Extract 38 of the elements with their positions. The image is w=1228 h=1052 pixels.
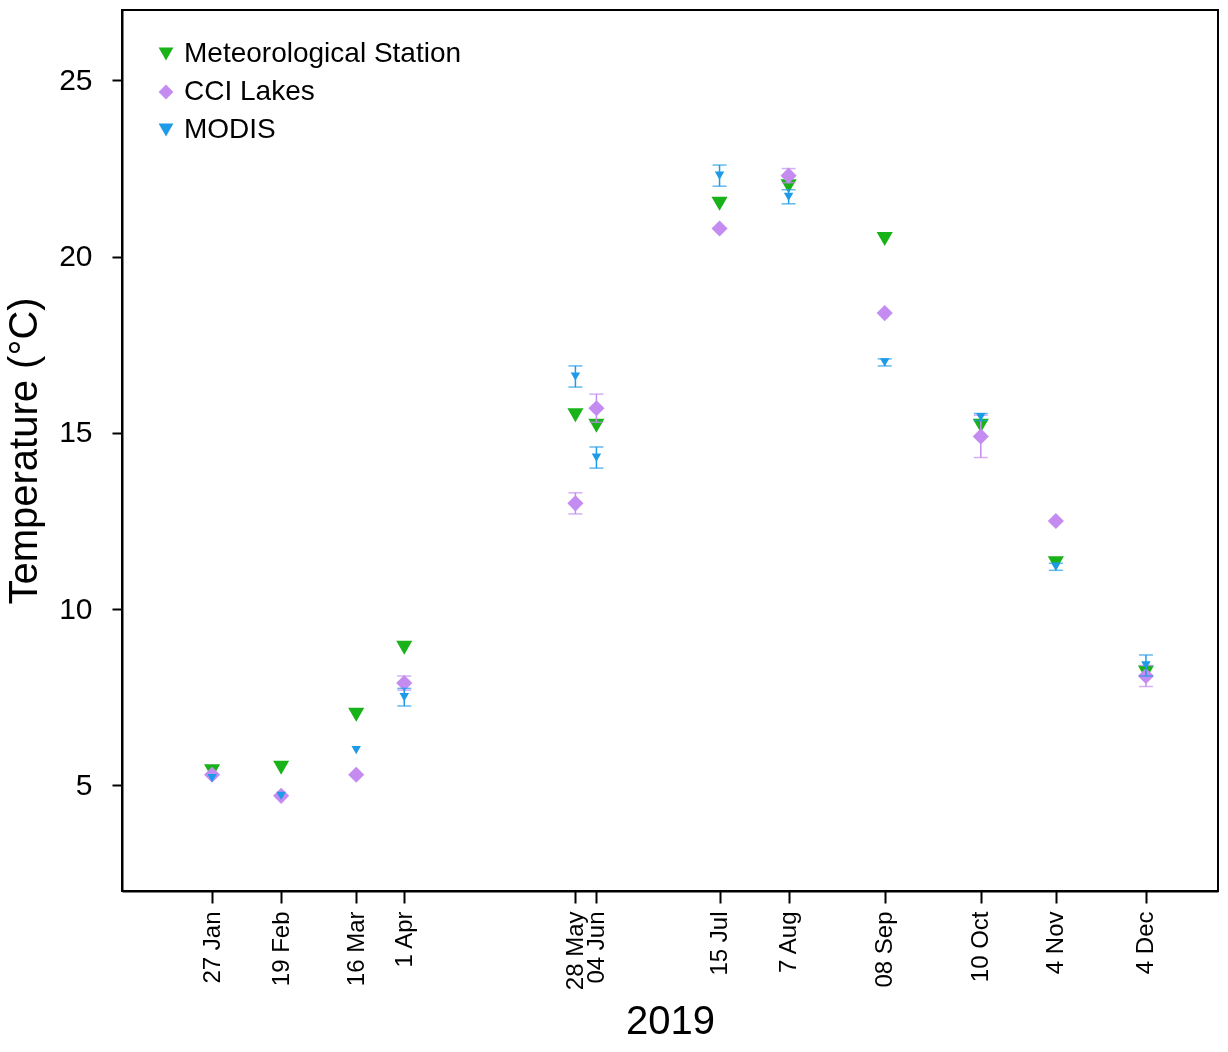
y-tick-label: 25 <box>59 62 93 96</box>
point <box>972 428 989 445</box>
point <box>711 196 728 211</box>
point <box>273 760 290 775</box>
y-tick-label: 15 <box>59 415 93 449</box>
x-tick-label: 15 Jul <box>705 911 733 976</box>
point <box>591 453 602 462</box>
y-tick-label: 10 <box>59 591 93 625</box>
legend-label: CCI Lakes <box>184 75 315 106</box>
x-tick-label: 4 Nov <box>1041 911 1069 975</box>
x-tick-label: 27 Jan <box>197 911 225 984</box>
point <box>399 693 409 702</box>
legend-label: Meteorological Station <box>184 37 462 68</box>
x-tick-label: 4 Dec <box>1131 911 1159 975</box>
point <box>588 400 605 417</box>
x-axis-title: 2019 <box>626 998 715 1043</box>
point <box>876 305 893 322</box>
point <box>714 171 725 180</box>
point <box>348 707 365 722</box>
point <box>567 408 584 423</box>
point <box>783 192 794 201</box>
x-tick-label: 1 Apr <box>389 911 417 968</box>
y-axis-title: Temperature (°C) <box>1 297 46 605</box>
x-tick-label: 10 Oct <box>966 911 994 983</box>
point <box>351 745 361 755</box>
point <box>876 232 893 247</box>
point <box>396 640 413 655</box>
x-tick-label: 08 Sep <box>870 911 898 988</box>
x-tick-label: 16 Mar <box>341 911 369 987</box>
y-tick-label: 5 <box>75 767 93 801</box>
point <box>570 372 581 381</box>
point <box>711 220 728 237</box>
y-tick-label: 20 <box>59 239 93 273</box>
point <box>1047 512 1064 530</box>
x-tick-label: 19 Feb <box>266 911 294 987</box>
x-tick-label: 7 Aug <box>774 911 802 973</box>
point <box>348 766 365 783</box>
legend-label: MODIS <box>184 113 276 144</box>
